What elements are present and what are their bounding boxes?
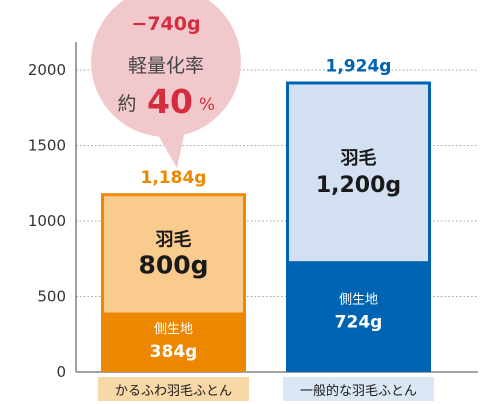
callout-unit: % [199, 95, 215, 115]
y-tick-label-0: 0 [56, 363, 66, 381]
bar-label-down-name-0: 羽毛 [156, 229, 192, 251]
bar-label-shell-value-0: 384g [150, 342, 198, 362]
bar-label-shell-name-1: 側生地 [339, 292, 378, 307]
y-tick-label-4: 2000 [28, 61, 66, 79]
category-label-0: かるふわ羽毛ふとん [115, 384, 232, 399]
y-tick-label-3: 1500 [28, 137, 66, 155]
bar-total-label-0: 1,184g [141, 168, 207, 188]
callout-value: 40 [147, 82, 193, 121]
callout-title: 軽量化率 [128, 55, 204, 77]
bar-label-down-name-1: 羽毛 [341, 147, 377, 169]
bar-segment-shell-1 [286, 262, 431, 372]
bar-segment-down-0 [101, 193, 246, 316]
y-tick-label-1: 500 [37, 288, 66, 306]
callout-diff: −740g [131, 13, 200, 35]
category-label-bg-1 [283, 377, 434, 401]
bar-label-shell-name-0: 側生地 [154, 322, 193, 337]
bar-label-down-value-1: 1,200g [316, 173, 401, 198]
bar-segment-down-1 [286, 81, 431, 265]
y-tick-label-2: 1000 [28, 212, 66, 230]
category-label-bg-0 [98, 377, 249, 401]
bar-total-label-1: 1,924g [326, 56, 392, 76]
category-label-1: 一般的な羽毛ふとん [300, 383, 417, 399]
bar-label-down-value-0: 800g [138, 251, 208, 280]
callout-prefix: 約 [117, 93, 136, 115]
bar-segment-shell-0 [101, 314, 246, 372]
bar-label-shell-value-1: 724g [335, 312, 383, 332]
callout-bubble [91, 0, 241, 137]
